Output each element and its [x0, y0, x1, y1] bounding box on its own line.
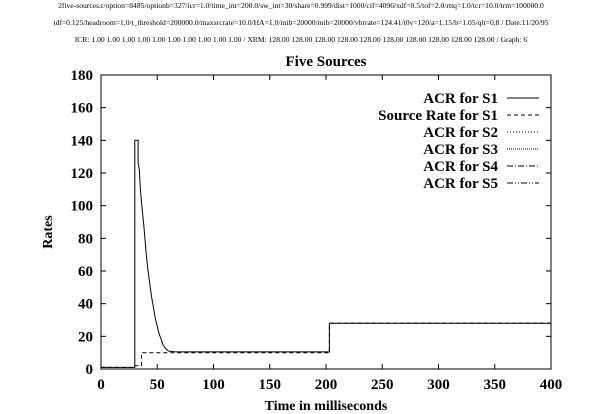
- y-axis-label: Rates: [41, 215, 56, 249]
- series-line-2: [101, 322, 551, 368]
- x-tick-label: 400: [540, 377, 563, 393]
- y-tick-label: 60: [78, 264, 93, 280]
- x-tick-label: 0: [97, 377, 105, 393]
- y-tick-label: 120: [71, 166, 94, 182]
- y-tick-label: 20: [78, 329, 93, 345]
- header-line-1: 2five-sources.r/option=8485/optionb=327/…: [58, 1, 544, 10]
- x-tick-label: 300: [427, 377, 450, 393]
- header-line-3: ICR: 1.00 1.00 1.00 1.00 1.00 1.00 1.00 …: [74, 35, 528, 44]
- x-tick-label: 50: [150, 377, 165, 393]
- x-tick-label: 250: [371, 377, 394, 393]
- header-line-2: tdf=0.125/headroom=1.0/t_threshold=20000…: [53, 18, 549, 27]
- x-tick-label: 350: [484, 377, 507, 393]
- legend-label-2: Source Rate for S1: [378, 108, 498, 124]
- x-tick-label: 150: [259, 377, 282, 393]
- y-tick-label: 180: [71, 68, 94, 84]
- legend-label-3: ACR for S2: [423, 125, 498, 141]
- y-tick-label: 140: [71, 133, 94, 149]
- legend-label-1: ACR for S1: [423, 91, 498, 107]
- chart-title: Five Sources: [286, 54, 367, 70]
- y-tick-label: 100: [71, 199, 94, 215]
- legend-label-5: ACR for S4: [423, 159, 498, 175]
- series-line-1: [101, 139, 551, 368]
- x-axis-label: Time in milliseconds: [265, 399, 388, 414]
- y-tick-label: 40: [78, 297, 93, 313]
- y-tick-label: 0: [86, 362, 94, 378]
- legend-label-6: ACR for S5: [423, 176, 498, 192]
- legend-label-4: ACR for S3: [423, 142, 498, 158]
- x-tick-label: 200: [315, 377, 338, 393]
- x-tick-label: 100: [202, 377, 225, 393]
- y-tick-label: 80: [78, 231, 93, 247]
- y-tick-label: 160: [71, 101, 94, 117]
